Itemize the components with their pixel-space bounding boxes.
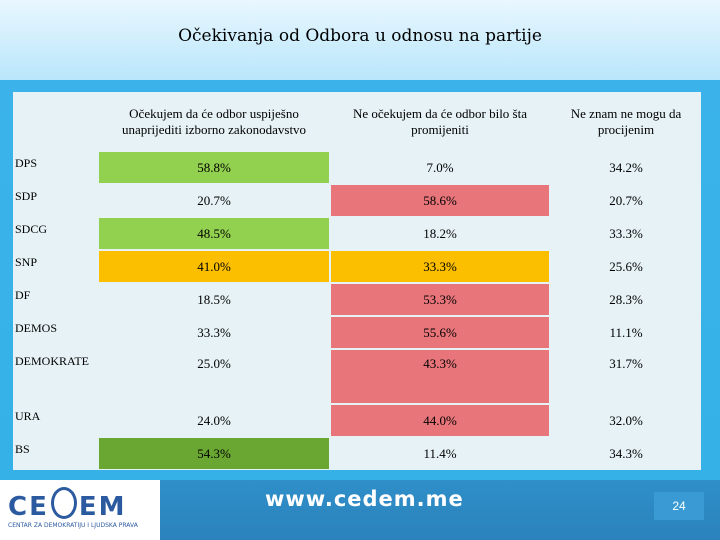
value-cell: 34.2% [551, 152, 701, 183]
value-cell: 58.6% [331, 185, 549, 216]
party-name: DPS [15, 152, 97, 183]
party-name: DF [15, 284, 97, 315]
value-cell: 58.8% [99, 152, 329, 183]
value-cell: 54.3% [99, 438, 329, 469]
logo-subtitle: CENTAR ZA DEMOKRATIJU I LJUDSKA PRAVA [8, 522, 138, 529]
table-row: DEMOKRATE 25.0% 43.3% 31.7% [15, 350, 701, 403]
value-cell: 24.0% [99, 405, 329, 436]
value-cell: 33.3% [99, 317, 329, 348]
party-name: DEMOKRATE [15, 350, 97, 403]
page-number: 24 [654, 492, 704, 520]
header-expect-improvement: Očekujem da će odbor uspiješno unaprijed… [99, 94, 329, 150]
table-row: SDP 20.7% 58.6% 20.7% [15, 185, 701, 216]
table-row: SNP 41.0% 33.3% 25.6% [15, 251, 701, 282]
table-row: DEMOS 33.3% 55.6% 11.1% [15, 317, 701, 348]
party-name: SDP [15, 185, 97, 216]
value-cell: 11.4% [331, 438, 549, 469]
slide-title: Očekivanja od Odbora u odnosu na partije [178, 26, 542, 46]
value-cell: 20.7% [551, 185, 701, 216]
table-row: BS 54.3% 11.4% 34.3% [15, 438, 701, 469]
value-cell: 53.3% [331, 284, 549, 315]
value-cell: 18.5% [99, 284, 329, 315]
party-name: BS [15, 438, 97, 469]
value-cell: 18.2% [331, 218, 549, 249]
value-cell: 28.3% [551, 284, 701, 315]
website-link[interactable]: www.cedem.me [265, 487, 464, 511]
table-row: DPS 58.8% 7.0% 34.2% [15, 152, 701, 183]
value-cell: 31.7% [551, 350, 701, 403]
value-cell: 7.0% [331, 152, 549, 183]
value-cell: 20.7% [99, 185, 329, 216]
value-cell: 41.0% [99, 251, 329, 282]
value-cell: 55.6% [331, 317, 549, 348]
table-row: DF 18.5% 53.3% 28.3% [15, 284, 701, 315]
value-cell: 25.6% [551, 251, 701, 282]
value-cell: 25.0% [99, 350, 329, 403]
value-cell: 32.0% [551, 405, 701, 436]
value-cell: 33.3% [551, 218, 701, 249]
party-name: SNP [15, 251, 97, 282]
logo-text-left: CE [8, 492, 49, 522]
party-name: DEMOS [15, 317, 97, 348]
cedem-logo: CE EM [8, 487, 158, 522]
party-name: URA [15, 405, 97, 436]
logo-container [0, 480, 160, 540]
value-cell: 33.3% [331, 251, 549, 282]
header-expect-no-change: Ne očekujem da će odbor bilo šta promije… [331, 94, 549, 150]
globe-icon [50, 487, 77, 519]
logo-text-right: EM [78, 492, 127, 522]
table-row: URA 24.0% 44.0% 32.0% [15, 405, 701, 436]
value-cell: 48.5% [99, 218, 329, 249]
header-dont-know: Ne znam ne mogu da procijenim [551, 94, 701, 150]
results-table: Očekujem da će odbor uspiješno unaprijed… [13, 92, 703, 471]
value-cell: 11.1% [551, 317, 701, 348]
value-cell: 43.3% [331, 350, 549, 403]
table-row: SDCG 48.5% 18.2% 33.3% [15, 218, 701, 249]
value-cell: 34.3% [551, 438, 701, 469]
results-table-container: Očekujem da će odbor uspiješno unaprijed… [13, 92, 701, 470]
party-name: SDCG [15, 218, 97, 249]
header-empty [15, 94, 97, 150]
value-cell: 44.0% [331, 405, 549, 436]
